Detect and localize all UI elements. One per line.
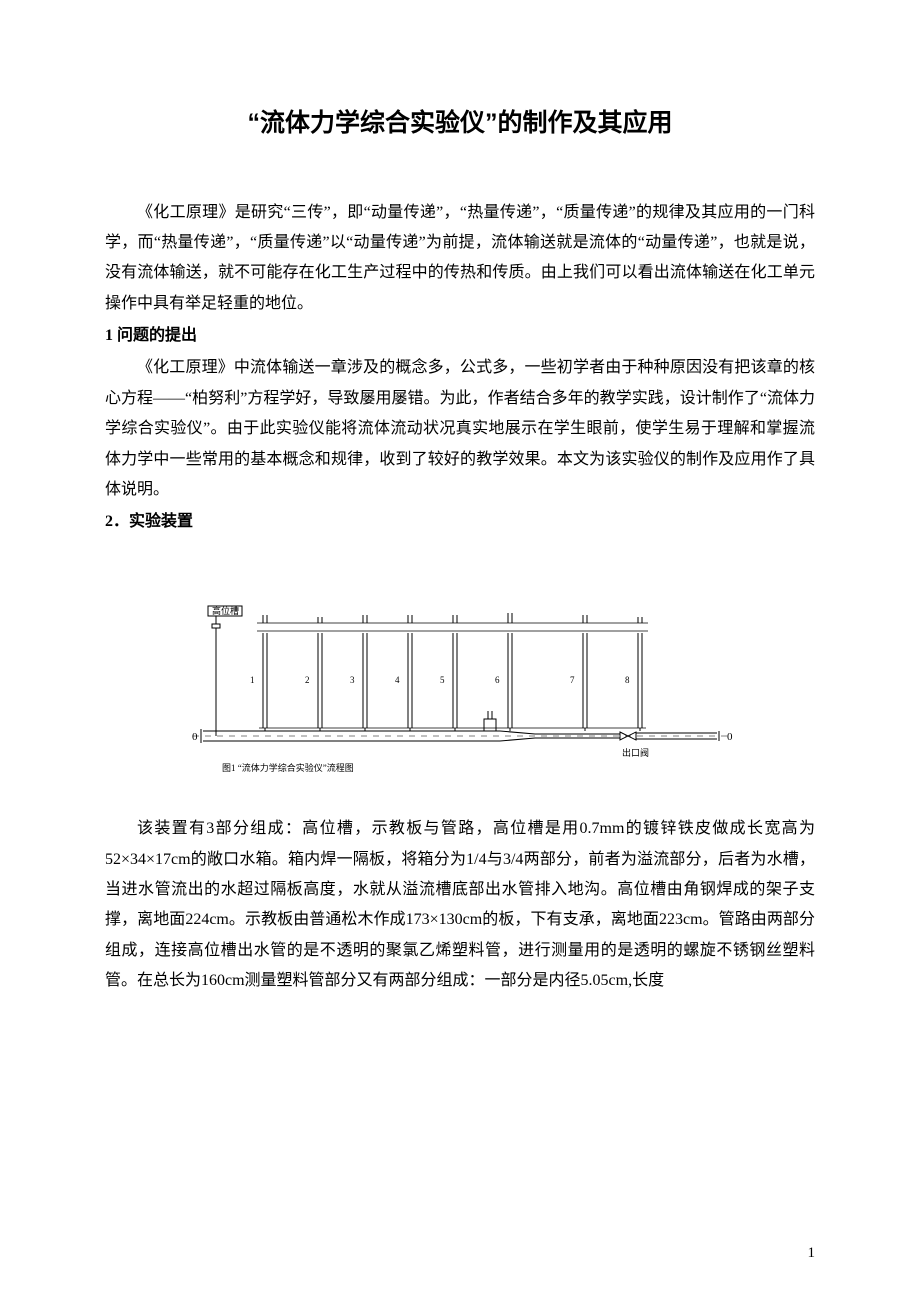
svg-text:4: 4 <box>395 675 400 685</box>
svg-text:高位槽: 高位槽 <box>212 605 239 616</box>
svg-text:8: 8 <box>625 675 630 685</box>
svg-text:0: 0 <box>192 731 198 743</box>
svg-text:7: 7 <box>570 675 575 685</box>
section-1-paragraph: 《化工原理》中流体输送一章涉及的概念多，公式多，一些初学者由于种种原因没有把该章… <box>105 353 815 505</box>
figure-1: 高位槽 0 0 出口阀 1 2 3 4 5 6 7 8 图1 “流体力学综合实验仪”流程图 <box>180 578 740 794</box>
svg-text:2: 2 <box>305 675 310 685</box>
svg-text:0: 0 <box>727 731 733 743</box>
article-title: “流体力学综合实验仪”的制作及其应用 <box>105 100 815 148</box>
flow-diagram-svg: 高位槽 0 0 出口阀 1 2 3 4 5 6 7 8 图1 “流体力学综合实验仪”流程图 <box>180 578 740 783</box>
svg-text:图1 “流体力学综合实验仪”流程图: 图1 “流体力学综合实验仪”流程图 <box>222 762 354 773</box>
svg-text:1: 1 <box>250 675 255 685</box>
section-2-paragraph: 该装置有3部分组成：高位槽，示教板与管路，高位槽是用0.7mm的镀锌铁皮做成长宽… <box>105 814 815 996</box>
intro-paragraph: 《化工原理》是研究“三传”，即“动量传递”，“热量传递”，“质量传递”的规律及其… <box>105 198 815 320</box>
svg-text:5: 5 <box>440 675 445 685</box>
svg-text:6: 6 <box>495 675 500 685</box>
page-number: 1 <box>808 1239 816 1268</box>
svg-text:出口阀: 出口阀 <box>622 747 649 758</box>
heading-2: 2．实验装置 <box>105 507 815 537</box>
svg-text:3: 3 <box>350 675 355 685</box>
heading-1: 1 问题的提出 <box>105 321 815 351</box>
figure-container: 高位槽 0 0 出口阀 1 2 3 4 5 6 7 8 图1 “流体力学综合实验仪”流程图 <box>105 578 815 794</box>
